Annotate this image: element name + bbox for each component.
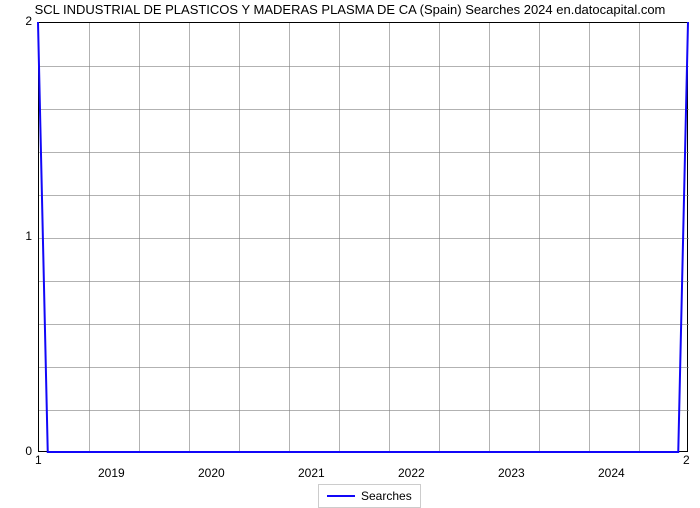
chart-title: SCL INDUSTRIAL DE PLASTICOS Y MADERAS PL… — [0, 2, 700, 17]
legend-swatch — [327, 495, 355, 497]
legend-label: Searches — [361, 489, 412, 503]
plot-area — [38, 22, 688, 452]
legend: Searches — [318, 484, 421, 508]
